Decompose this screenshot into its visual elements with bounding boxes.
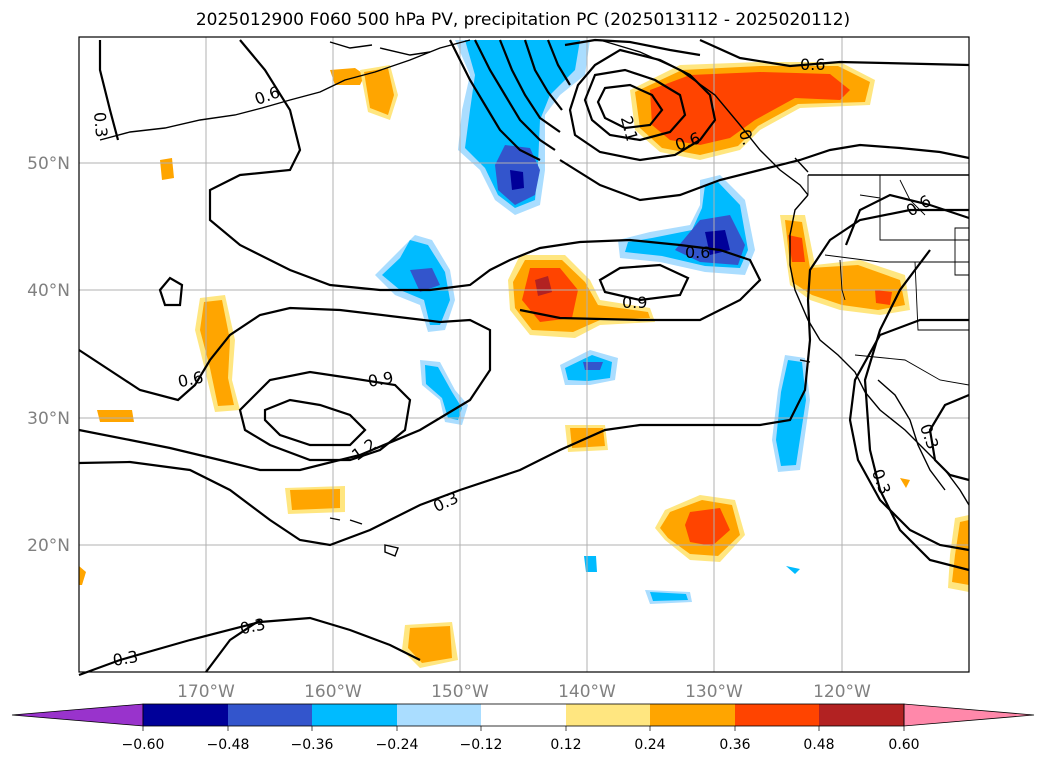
lon-tick-label: 140°W bbox=[558, 682, 616, 702]
precip-pos-region bbox=[330, 68, 365, 85]
colorbar-tick-label: −0.48 bbox=[207, 737, 250, 753]
precip-pos-region bbox=[788, 235, 805, 262]
map-area: 0.3 0.6 0.6 0.6 0.6 0.6 0.6 0.9 0.9 1.2 … bbox=[78, 37, 970, 677]
colorbar-tick-label: 0.12 bbox=[550, 737, 581, 753]
contour-label: 0.9 bbox=[366, 368, 394, 391]
precip-neg-region bbox=[584, 556, 597, 572]
precip-neg-region bbox=[510, 170, 524, 190]
precip-neg-region bbox=[583, 362, 603, 370]
contour-label: 0.9 bbox=[622, 293, 647, 312]
precip-pos-region bbox=[875, 290, 892, 305]
precip-neg-region bbox=[776, 360, 806, 466]
precip-neg-region bbox=[650, 592, 688, 601]
colorbar-segment bbox=[312, 704, 397, 726]
pv-contours bbox=[78, 38, 970, 677]
lon-tick-label: 170°W bbox=[177, 682, 235, 702]
precip-pos-region bbox=[535, 276, 552, 296]
political-borders bbox=[807, 175, 970, 386]
precip-neg-region bbox=[410, 268, 440, 292]
contour-label: 0.6 bbox=[176, 367, 205, 391]
colorbar-segment bbox=[143, 704, 228, 726]
colorbar-ticks bbox=[142, 726, 905, 731]
colorbar-tick-labels: −0.60 −0.48 −0.36 −0.24 −0.12 0.12 0.24 … bbox=[122, 737, 920, 753]
colorbar-segment bbox=[819, 704, 904, 726]
lat-tick-label: 40°N bbox=[27, 281, 70, 301]
precip-pos-region bbox=[685, 508, 730, 546]
precip-neg-region bbox=[786, 566, 800, 574]
contour-label: 0.3 bbox=[238, 614, 267, 638]
precip-pos-region bbox=[900, 478, 910, 488]
lat-tick-label: 50°N bbox=[27, 154, 70, 174]
longitude-tick-labels: 170°W 160°W 150°W 140°W 130°W 120°W bbox=[177, 682, 871, 702]
colorbar-tick-label: −0.36 bbox=[291, 737, 334, 753]
precip-pos-region bbox=[290, 489, 340, 510]
contour-label: 0.6 bbox=[800, 55, 825, 74]
lat-tick-label: 20°N bbox=[27, 536, 70, 556]
precip-pos-region bbox=[79, 566, 86, 585]
colorbar-tick-label: 0.24 bbox=[634, 737, 665, 753]
colorbar-segment bbox=[735, 704, 819, 726]
precip-pos-region bbox=[160, 158, 174, 180]
precip-pos-region bbox=[364, 68, 394, 115]
colorbar-segment bbox=[397, 704, 481, 726]
latitude-tick-labels: 50°N 40°N 30°N 20°N bbox=[27, 154, 70, 556]
contour-label: 0. bbox=[735, 127, 758, 148]
colorbar-extend-low bbox=[11, 703, 144, 727]
colorbar-tick-label: 0.48 bbox=[803, 737, 834, 753]
colorbar-extend-high bbox=[903, 703, 1035, 727]
lat-tick-label: 30°N bbox=[27, 409, 70, 429]
colorbar: −0.60 −0.48 −0.36 −0.24 −0.12 0.12 0.24 … bbox=[11, 703, 1035, 753]
colorbar-segment bbox=[650, 704, 735, 726]
colorbar-tick-label: −0.12 bbox=[460, 737, 503, 753]
contour-label: 0.6 bbox=[685, 243, 710, 262]
colorbar-segment bbox=[566, 704, 650, 726]
precip-pos-region bbox=[97, 410, 134, 422]
precip-pos-region bbox=[650, 72, 850, 145]
colorbar-segment bbox=[228, 704, 312, 726]
colorbar-segment bbox=[481, 704, 566, 726]
colorbar-frame bbox=[142, 703, 905, 727]
contour-label: 0.3 bbox=[111, 647, 139, 670]
lon-tick-label: 160°W bbox=[304, 682, 362, 702]
colorbar-tick-label: 0.60 bbox=[888, 737, 919, 753]
precip-pos-region bbox=[408, 626, 452, 663]
colorbar-tick-label: −0.24 bbox=[376, 737, 419, 753]
lon-tick-label: 150°W bbox=[431, 682, 489, 702]
colorbar-tick-label: −0.60 bbox=[122, 737, 165, 753]
lon-tick-label: 130°W bbox=[685, 682, 743, 702]
map-title: 2025012900 F060 500 hPa PV, precipitatio… bbox=[196, 10, 850, 30]
lon-tick-label: 120°W bbox=[813, 682, 871, 702]
colorbar-tick-label: 0.36 bbox=[719, 737, 750, 753]
precip-neg-region bbox=[425, 365, 462, 420]
contour-label: 0.3 bbox=[90, 111, 111, 138]
precip-pos-region bbox=[785, 220, 905, 310]
map-frame bbox=[78, 36, 970, 673]
